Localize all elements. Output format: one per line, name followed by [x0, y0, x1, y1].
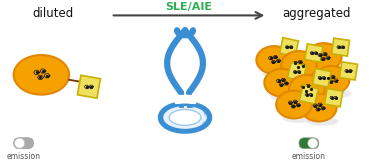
Bar [332, 38, 350, 56]
Text: emission: emission [6, 152, 40, 161]
Circle shape [308, 138, 318, 148]
Ellipse shape [281, 51, 317, 79]
Ellipse shape [314, 66, 350, 94]
Ellipse shape [262, 69, 294, 78]
Ellipse shape [270, 92, 302, 101]
Bar [313, 69, 331, 87]
Ellipse shape [14, 55, 69, 95]
Bar [280, 38, 299, 57]
Ellipse shape [282, 114, 314, 123]
Text: diluted: diluted [33, 8, 74, 20]
Bar [299, 85, 318, 104]
FancyBboxPatch shape [299, 138, 319, 149]
Circle shape [15, 138, 25, 148]
Bar [287, 62, 307, 82]
Text: SLE/AIE: SLE/AIE [166, 2, 212, 12]
Bar [305, 44, 323, 62]
Ellipse shape [169, 110, 201, 125]
Ellipse shape [307, 117, 339, 126]
Ellipse shape [295, 98, 327, 107]
Ellipse shape [256, 46, 292, 74]
Ellipse shape [312, 66, 344, 75]
Bar [324, 88, 343, 107]
Ellipse shape [306, 43, 342, 71]
Text: AIE: AIE [188, 104, 195, 110]
Text: RIM: RIM [199, 119, 206, 127]
Ellipse shape [276, 91, 312, 118]
Ellipse shape [320, 89, 352, 98]
Ellipse shape [163, 106, 207, 129]
Ellipse shape [289, 75, 325, 102]
Text: emission: emission [292, 152, 326, 161]
Bar [339, 62, 358, 80]
Ellipse shape [287, 74, 319, 83]
Text: RIM: RIM [178, 126, 186, 131]
Text: RAC: RAC [200, 109, 207, 118]
Ellipse shape [301, 94, 337, 121]
Text: aggregated: aggregated [282, 8, 351, 20]
Ellipse shape [264, 69, 300, 97]
FancyBboxPatch shape [14, 138, 34, 149]
Bar [77, 75, 101, 98]
